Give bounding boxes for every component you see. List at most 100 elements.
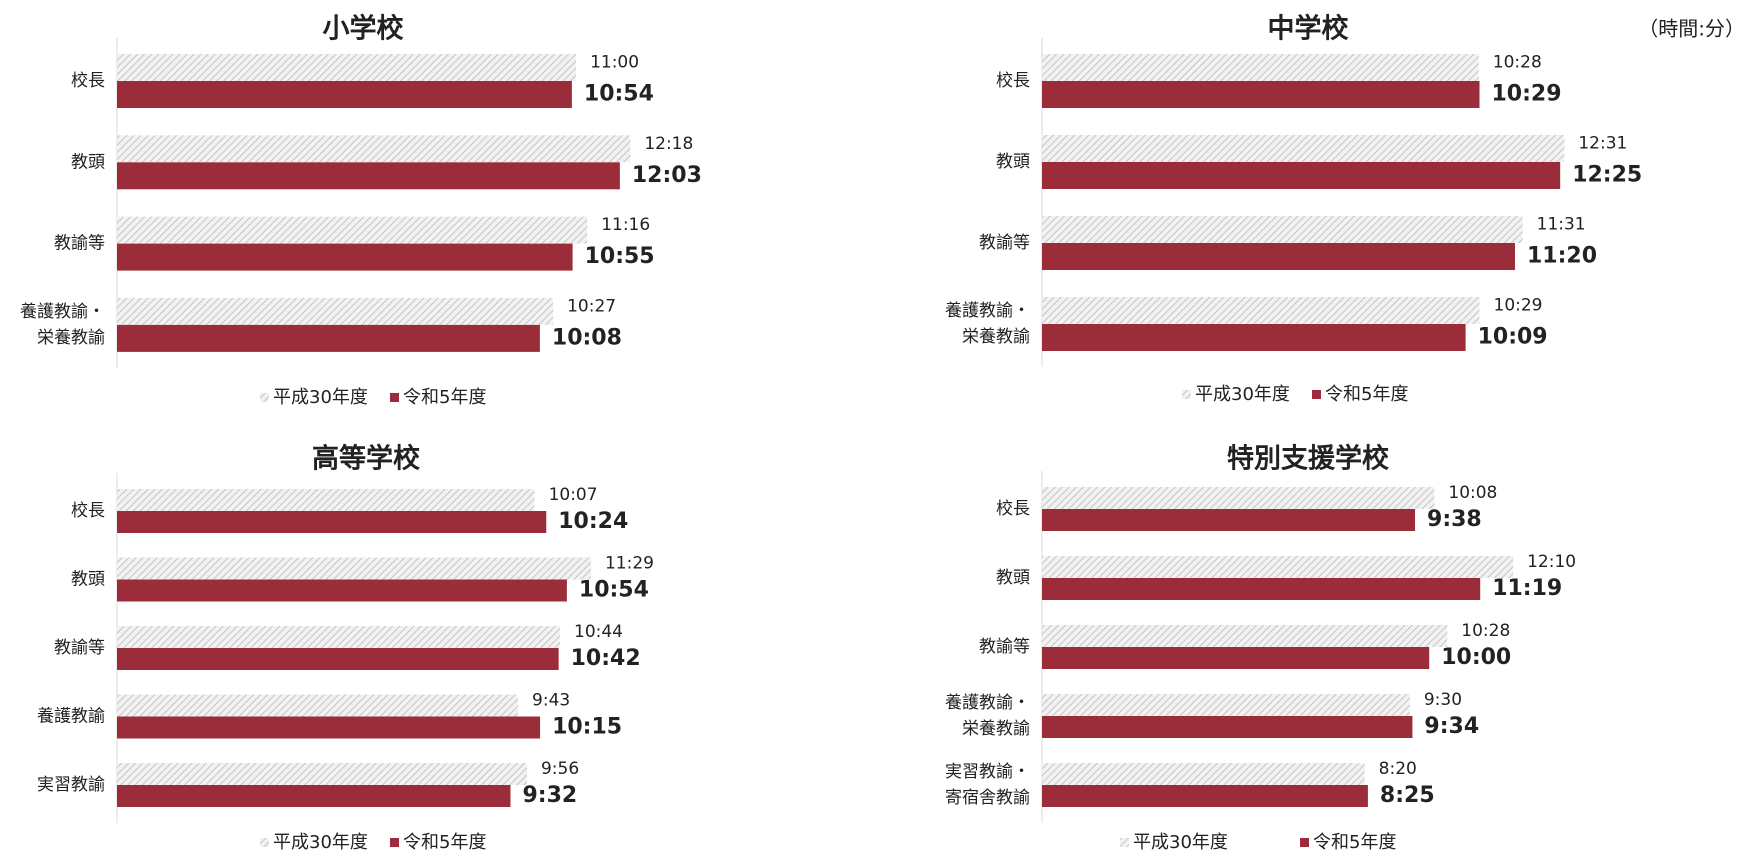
category-label: 校長 bbox=[71, 71, 105, 91]
chart-title: 中学校 bbox=[1268, 13, 1349, 45]
bar bbox=[1042, 509, 1416, 531]
bar bbox=[1042, 763, 1365, 785]
category-label: 養護教諭・栄養教諭 bbox=[20, 302, 105, 348]
category-label: 校長 bbox=[996, 71, 1030, 91]
value-label: 9:30 bbox=[1424, 690, 1462, 710]
value-label: 11:31 bbox=[1537, 215, 1586, 235]
legend-label: 令和5年度 bbox=[403, 387, 486, 408]
bar bbox=[1042, 162, 1561, 189]
legend-label: 令和5年度 bbox=[403, 832, 486, 853]
bar bbox=[117, 162, 620, 190]
legend-marker bbox=[390, 393, 399, 402]
bar bbox=[117, 557, 591, 580]
value-label: 10:15 bbox=[552, 715, 622, 740]
chart-title: 小学校 bbox=[323, 13, 404, 45]
value-label: 10:54 bbox=[579, 578, 649, 603]
bar bbox=[117, 785, 511, 807]
value-label: 9:38 bbox=[1427, 507, 1482, 532]
category-label: 校長 bbox=[996, 499, 1030, 519]
legend-marker bbox=[1182, 390, 1191, 399]
value-label: 10:29 bbox=[1494, 296, 1543, 316]
bar bbox=[117, 297, 554, 325]
bar bbox=[1042, 785, 1368, 807]
bar bbox=[117, 511, 547, 533]
category-label: 教頭 bbox=[71, 152, 105, 172]
category-line: 寄宿舎教諭 bbox=[945, 788, 1030, 808]
legend-label: 平成30年度 bbox=[1133, 832, 1228, 853]
category-label: 教頭 bbox=[71, 570, 105, 590]
bar bbox=[117, 81, 572, 108]
bar bbox=[1042, 243, 1515, 270]
bar bbox=[1042, 625, 1448, 647]
category-label: 養護教諭・栄養教諭 bbox=[945, 301, 1030, 347]
value-label: 10:28 bbox=[1461, 621, 1510, 641]
bar bbox=[1042, 487, 1435, 509]
value-label: 10:42 bbox=[571, 646, 641, 671]
category-line: 教諭等 bbox=[54, 638, 105, 658]
bar bbox=[117, 216, 588, 244]
value-label: 10:55 bbox=[585, 244, 655, 269]
value-label: 10:00 bbox=[1441, 645, 1511, 670]
bar bbox=[1042, 324, 1466, 351]
legend-marker bbox=[1300, 838, 1309, 847]
category-line: 教頭 bbox=[996, 152, 1030, 172]
value-label: 10:44 bbox=[574, 622, 623, 642]
category-line: 教諭等 bbox=[54, 234, 105, 254]
value-label: 12:31 bbox=[1578, 134, 1627, 154]
category-line: 校長 bbox=[71, 501, 105, 521]
bar bbox=[117, 489, 535, 511]
category-label: 教諭等 bbox=[979, 233, 1030, 253]
legend-label: 令和5年度 bbox=[1325, 384, 1408, 405]
unit-note: （時間:分） bbox=[1638, 17, 1745, 41]
category-label: 実習教諭 bbox=[37, 775, 105, 795]
value-label: 11:19 bbox=[1492, 576, 1562, 601]
bar bbox=[117, 648, 559, 670]
value-label: 11:29 bbox=[605, 554, 654, 574]
category-line: 養護教諭・ bbox=[945, 301, 1030, 321]
legend-marker bbox=[260, 393, 269, 402]
category-line: 養護教諭・ bbox=[945, 693, 1030, 713]
value-label: 9:56 bbox=[541, 759, 579, 779]
category-line: 実習教諭・ bbox=[945, 762, 1030, 782]
category-label: 養護教諭・栄養教諭 bbox=[945, 693, 1030, 739]
value-label: 8:20 bbox=[1379, 759, 1417, 779]
bar bbox=[117, 135, 631, 163]
value-label: 9:32 bbox=[522, 783, 577, 808]
bar bbox=[117, 694, 519, 717]
chart-title: 特別支援学校 bbox=[1227, 443, 1389, 475]
bar bbox=[1042, 54, 1479, 81]
legend-label: 平成30年度 bbox=[273, 387, 368, 408]
category-line: 教頭 bbox=[71, 570, 105, 590]
value-label: 10:29 bbox=[1492, 82, 1562, 107]
value-label: 9:43 bbox=[532, 691, 570, 711]
bar bbox=[1042, 297, 1480, 324]
value-label: 11:00 bbox=[590, 53, 639, 73]
bar bbox=[1042, 578, 1481, 600]
category-label: 養護教諭 bbox=[37, 707, 105, 727]
category-label: 教頭 bbox=[996, 568, 1030, 588]
category-label: 教諭等 bbox=[54, 234, 105, 254]
category-line: 栄養教諭 bbox=[37, 328, 105, 348]
chart-title: 高等学校 bbox=[312, 443, 420, 475]
value-label: 10:54 bbox=[584, 82, 654, 107]
value-label: 10:08 bbox=[1448, 483, 1497, 503]
legend-marker bbox=[1120, 838, 1129, 847]
bar bbox=[1042, 716, 1413, 738]
value-label: 10:24 bbox=[558, 509, 628, 534]
value-label: 9:34 bbox=[1424, 714, 1479, 739]
legend-marker bbox=[260, 838, 269, 847]
bar bbox=[117, 54, 577, 81]
legend-label: 平成30年度 bbox=[273, 832, 368, 853]
bar bbox=[117, 324, 540, 352]
category-label: 教頭 bbox=[996, 152, 1030, 172]
legend-label: 令和5年度 bbox=[1313, 832, 1396, 853]
category-line: 栄養教諭 bbox=[962, 327, 1030, 347]
bar bbox=[1042, 647, 1430, 669]
value-label: 10:28 bbox=[1493, 53, 1542, 73]
value-label: 10:08 bbox=[552, 325, 622, 350]
value-label: 12:18 bbox=[644, 134, 693, 154]
category-line: 教頭 bbox=[996, 568, 1030, 588]
bar bbox=[1042, 694, 1410, 716]
value-label: 10:27 bbox=[567, 296, 616, 316]
